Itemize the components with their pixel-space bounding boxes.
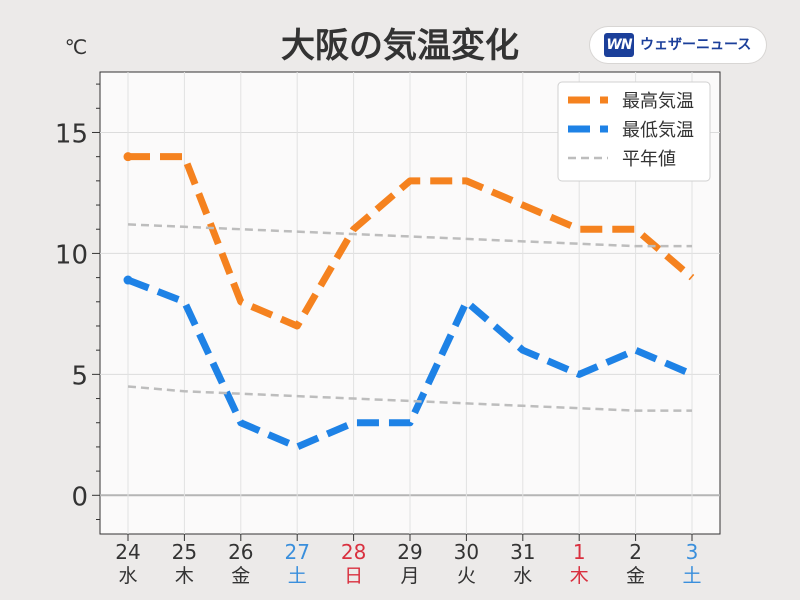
series-start-point [123,152,133,162]
x-tick-day-label: 27 [284,540,309,564]
normal-value-line [127,385,692,412]
x-tick-day-label: 28 [341,540,366,564]
series-line [126,276,694,451]
legend-label: 最高気温 [622,91,694,112]
x-tick-day-label: 25 [172,540,197,564]
y-tick-label: 10 [55,240,88,270]
y-tick-label: 15 [55,119,88,149]
x-tick-day-label: 3 [686,540,699,564]
series-start-point [123,275,133,285]
x-tick-day-label: 24 [115,540,140,564]
x-tick-weekday-label: 木 [175,565,194,587]
x-tick-weekday-label: 金 [626,565,645,587]
normal-value-line [127,223,692,248]
x-tick-weekday-label: 木 [570,565,589,587]
legend-box [557,81,711,182]
x-tick-weekday-label: 日 [344,565,363,587]
x-tick-day-label: 26 [228,540,253,564]
x-tick-weekday-label: 土 [682,565,701,587]
y-tick-label: 0 [71,482,88,512]
y-tick-label: 5 [71,361,88,391]
x-tick-day-label: 2 [629,540,642,564]
brand-mark-icon: WN [604,33,634,57]
legend-label: 最低気温 [622,120,694,141]
x-tick-day-label: 29 [397,540,422,564]
x-tick-weekday-label: 水 [118,565,137,587]
legend-label: 平年値 [622,149,676,170]
series-lines [123,152,695,451]
brand-name: ウェザーニュース [640,37,752,53]
x-tick-weekday-label: 火 [457,565,476,587]
weathernews-logo: WN ウェザーニュース [590,27,766,63]
x-tick-weekday-label: 水 [513,565,532,587]
x-tick-weekday-label: 金 [231,565,250,587]
y-axis-unit: ℃ [65,35,87,59]
x-tick-day-label: 31 [510,540,535,564]
x-tick-weekday-label: 月 [400,565,419,587]
x-tick-weekday-label: 土 [288,565,307,587]
series-line [128,153,695,330]
chart-title: 大阪の気温変化 [281,26,519,66]
x-tick-day-label: 30 [454,540,479,564]
x-tick-day-label: 1 [573,540,586,564]
